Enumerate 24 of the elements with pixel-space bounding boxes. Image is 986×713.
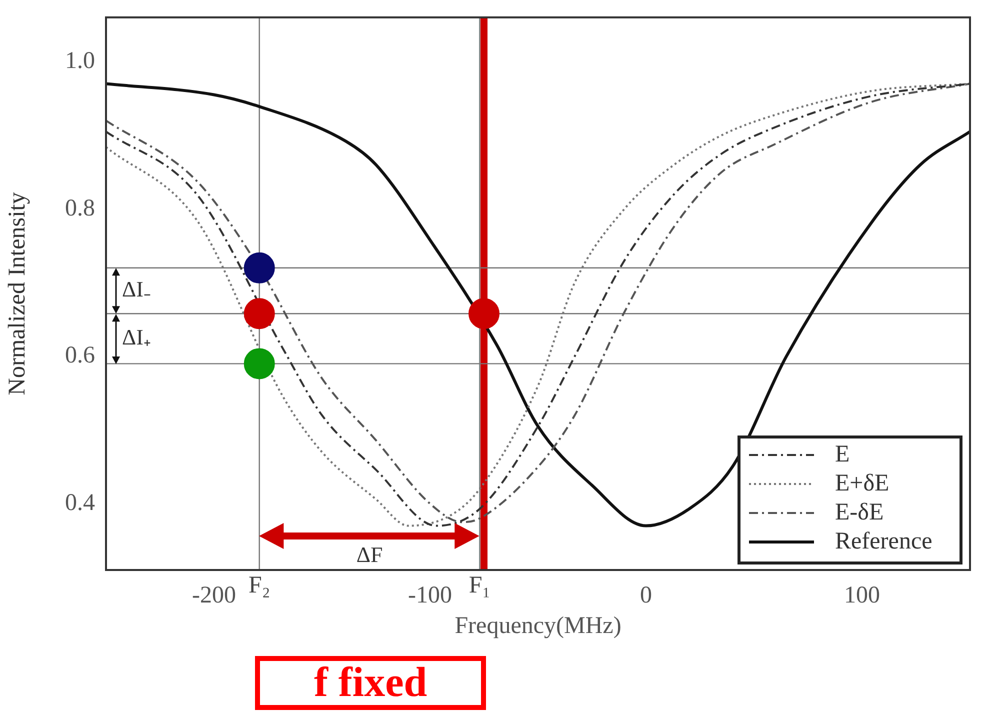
text: f fixed bbox=[255, 656, 486, 710]
y-tick-label: 0.4 bbox=[65, 490, 95, 516]
annotation: ΔI₊ bbox=[122, 324, 150, 350]
annotation: ΔF bbox=[356, 542, 383, 567]
point bbox=[244, 348, 275, 380]
point bbox=[244, 298, 275, 330]
x-tick-label: 0 bbox=[640, 582, 652, 609]
point bbox=[244, 252, 275, 284]
annotation: ΔI₋ bbox=[122, 276, 150, 302]
y-tick-label: 0.6 bbox=[65, 342, 95, 369]
ref-line-label: F₂ bbox=[248, 572, 270, 598]
legend-label: E+δE bbox=[835, 470, 890, 496]
legend-label: E bbox=[835, 441, 850, 468]
y-tick-label: 0.8 bbox=[65, 195, 95, 222]
y-axis-title: Normalized Intensity bbox=[4, 192, 31, 396]
x-tick-label: -100 bbox=[408, 582, 452, 609]
legend-label: Reference bbox=[835, 528, 932, 554]
point bbox=[468, 298, 500, 330]
legend-label: E-δE bbox=[835, 499, 884, 526]
ref-line-label: F₁ bbox=[468, 572, 491, 598]
x-tick-label: -200 bbox=[192, 582, 236, 609]
x-axis-title: Frequency(MHz) bbox=[454, 612, 622, 639]
x-tick-label: 100 bbox=[844, 582, 880, 609]
y-tick-label: 1.0 bbox=[65, 48, 95, 74]
